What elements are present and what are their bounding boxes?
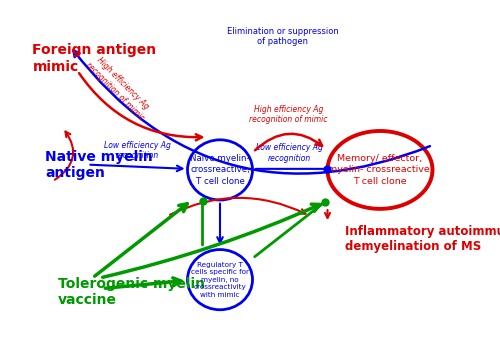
Text: Regulatory T
cells specific for
myelin, no
crossreactivity
with mimic: Regulatory T cells specific for myelin, …	[191, 262, 249, 298]
Text: Naïve myelin-
crossreactive,
T cell clone: Naïve myelin- crossreactive, T cell clon…	[190, 154, 250, 186]
Text: Foreign antigen
mimic: Foreign antigen mimic	[32, 43, 156, 74]
Text: Elimination or suppression
of pathogen: Elimination or suppression of pathogen	[226, 27, 338, 46]
FancyArrowPatch shape	[254, 204, 323, 257]
Text: Tolerogenic myelin
vaccine: Tolerogenic myelin vaccine	[58, 277, 204, 307]
Text: Native myelin
antigen: Native myelin antigen	[45, 149, 153, 180]
FancyArrowPatch shape	[217, 204, 223, 243]
Text: High efficiency Ag
recognition of mimic: High efficiency Ag recognition of mimic	[84, 53, 154, 122]
FancyArrowPatch shape	[106, 278, 181, 288]
FancyArrowPatch shape	[74, 50, 430, 173]
FancyArrowPatch shape	[325, 210, 330, 218]
Text: Inflammatory autoimmune
demyelination of MS: Inflammatory autoimmune demyelination of…	[345, 225, 500, 253]
FancyArrowPatch shape	[90, 165, 182, 171]
FancyArrowPatch shape	[55, 132, 73, 180]
FancyArrowPatch shape	[170, 198, 306, 215]
FancyArrowPatch shape	[255, 134, 322, 150]
Text: Low efficiency Ag
recognition: Low efficiency Ag recognition	[256, 143, 322, 163]
FancyArrowPatch shape	[79, 73, 202, 141]
Text: Low efficiency Ag
recognition: Low efficiency Ag recognition	[104, 141, 170, 160]
FancyArrowPatch shape	[102, 204, 320, 277]
Text: Memory/ effector,
myelin- crossreactive,
T cell clone: Memory/ effector, myelin- crossreactive,…	[328, 154, 432, 186]
Text: High efficiency Ag
recognition of mimic: High efficiency Ag recognition of mimic	[249, 104, 328, 124]
FancyArrowPatch shape	[94, 204, 188, 276]
